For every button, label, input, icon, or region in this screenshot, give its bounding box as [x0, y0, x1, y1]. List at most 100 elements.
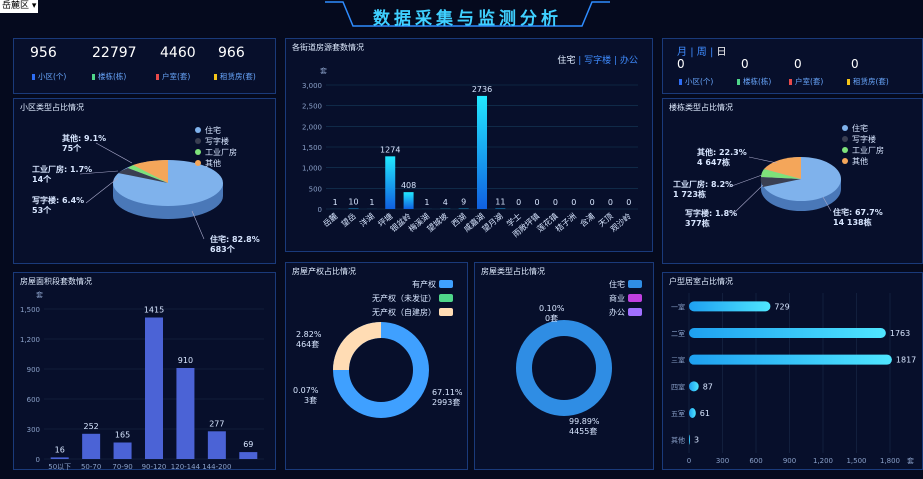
panel-title: 各街道房源套数情况	[292, 43, 364, 52]
data-label: 165	[115, 431, 130, 440]
page-title: 数据采集与监测分析	[373, 9, 562, 29]
tab-week[interactable]: 周	[696, 47, 707, 58]
pie-slice-industrial	[761, 169, 801, 179]
tab-month[interactable]: 月	[677, 47, 687, 58]
pie-legend: 住宅 写字楼 工业厂房 其他	[195, 125, 237, 168]
stat-value: 0	[851, 57, 859, 71]
legend-marker	[195, 127, 201, 133]
data-label: 729	[774, 302, 789, 311]
pie-label: 住宅: 67.7%	[833, 207, 883, 217]
x-tick-label: 0	[687, 457, 691, 465]
x-tick-label: 望月湖	[480, 211, 505, 234]
x-tick-label: 1,200	[813, 457, 833, 465]
legend-marker	[195, 160, 201, 166]
legend-label: 无产权（未发证）	[372, 293, 436, 303]
donut-label: 4455套	[569, 426, 597, 436]
data-label: 0	[553, 198, 558, 207]
data-label: 910	[178, 356, 193, 365]
x-tick-label: 含浦	[578, 211, 597, 229]
stat-label: 小区(个)	[679, 76, 713, 87]
tab-office[interactable]: 办公	[619, 56, 638, 66]
panel-title: 小区类型占比情况	[20, 103, 84, 112]
data-label: 252	[84, 422, 99, 431]
x-tick-label: 120-144	[171, 463, 201, 471]
stat-value: 956	[30, 45, 57, 61]
x-axis-unit: 套	[907, 456, 914, 465]
data-label: 4	[443, 198, 448, 207]
leader-lines	[728, 156, 832, 215]
data-label: 2736	[472, 85, 492, 94]
stat-label: 小区(个)	[32, 71, 66, 82]
stat-label: 楼栋(栋)	[737, 76, 771, 87]
donut-label: 0.10%	[539, 304, 565, 313]
fangwu-type-panel: 房屋类型占比情况 住宅 商业 办公 0.10% 0套 99.89% 4455套	[474, 262, 654, 470]
xiaoqu-pie-panel: 小区类型占比情况 住宅 写字楼 工业厂房 其他 其他: 9.1% 75个 工业厂…	[13, 98, 276, 264]
tab-day[interactable]: 日	[716, 47, 727, 58]
bar	[239, 452, 258, 459]
data-label: 69	[243, 440, 253, 449]
donut-label: 99.89%	[569, 417, 600, 426]
bar	[689, 354, 892, 365]
leader-lines	[79, 142, 205, 240]
data-label: 277	[209, 419, 224, 428]
pie-legend: 住宅 写字楼 工业厂房 其他	[842, 123, 884, 166]
stat-value: 22797	[92, 45, 137, 61]
legend-label: 住宅	[205, 125, 221, 135]
pie-label-sub: 75个	[62, 143, 82, 153]
y-tick-label: 其他	[671, 436, 685, 445]
stat-value: 0	[677, 57, 685, 71]
donut-label: 0套	[545, 313, 558, 323]
pie-label-sub: 683个	[210, 244, 236, 254]
legend-marker	[195, 149, 201, 155]
y-axis-unit: 套	[36, 290, 43, 299]
pie-label-sub: 4 647栋	[697, 157, 730, 167]
donut-slice-self-built	[333, 322, 382, 371]
data-label: 16	[55, 445, 65, 454]
legend-label: 工业厂房	[205, 147, 237, 157]
bar	[145, 317, 163, 459]
bar	[207, 431, 226, 459]
tab-office-building[interactable]: 写字楼	[584, 56, 612, 66]
data-label: 0	[626, 198, 631, 207]
legend-label: 办公	[609, 307, 625, 317]
title-frame: 数据采集与监测分析	[325, 0, 610, 30]
bar	[477, 95, 487, 209]
legend-label: 写字楼	[852, 134, 876, 144]
data-label: 1763	[890, 329, 910, 338]
x-tick-label: 50-70	[81, 463, 101, 471]
legend-marker	[842, 158, 848, 164]
legend-marker	[439, 308, 453, 316]
pie-label: 写字楼: 6.4%	[32, 195, 84, 205]
data-label: 0	[535, 198, 540, 207]
tab-residential[interactable]: 住宅	[557, 56, 576, 66]
bar	[403, 192, 414, 209]
area-chart-panel: 房屋面积段套数情况 套 1,500 1,200 900 600 300 0 16 50以下 252…	[13, 272, 276, 471]
bar	[689, 408, 696, 418]
data-label: 1274	[380, 145, 400, 154]
data-label: 1817	[896, 356, 916, 365]
area-bar-chart: 套 1,500 1,200 900 600 300 0 16 50以下 252 50-70 165 70…	[20, 290, 264, 471]
donut-label: 0.07%	[293, 386, 319, 395]
stat-label: 租赁房(套)	[847, 76, 889, 87]
pie-slice-other	[133, 159, 168, 183]
bar	[113, 442, 132, 459]
x-tick-label: 观沙岭	[608, 211, 633, 234]
title-frame-graphic	[325, 1, 610, 27]
data-label: 11	[495, 198, 505, 207]
y-tick-label: 2,000	[302, 123, 322, 131]
stat-label: 户室(套)	[156, 71, 190, 82]
y-tick-label: 2,500	[302, 103, 322, 111]
y-axis-unit: 套	[320, 66, 327, 75]
bar	[82, 433, 101, 459]
donut-label: 464套	[296, 339, 319, 349]
legend-marker	[842, 147, 848, 153]
bar	[689, 434, 690, 445]
bar	[689, 381, 699, 392]
period-tabs: 月 | 周 | 日	[677, 47, 727, 58]
stat-label: 户室(套)	[789, 76, 823, 87]
district-select[interactable]: 岳麓区 ▾	[0, 0, 38, 13]
street-bar-chart: 套3,0002,5002,0001,5001,00050001岳麓10望岳1洋湖…	[302, 66, 638, 239]
huxing-bar-chart: 0 300 600 900 1,200 1,500 1,800 套 729 一室 1763 二室 181…	[671, 293, 916, 465]
pie-slice-office	[760, 177, 801, 187]
y-tick-label: 0	[36, 456, 40, 464]
